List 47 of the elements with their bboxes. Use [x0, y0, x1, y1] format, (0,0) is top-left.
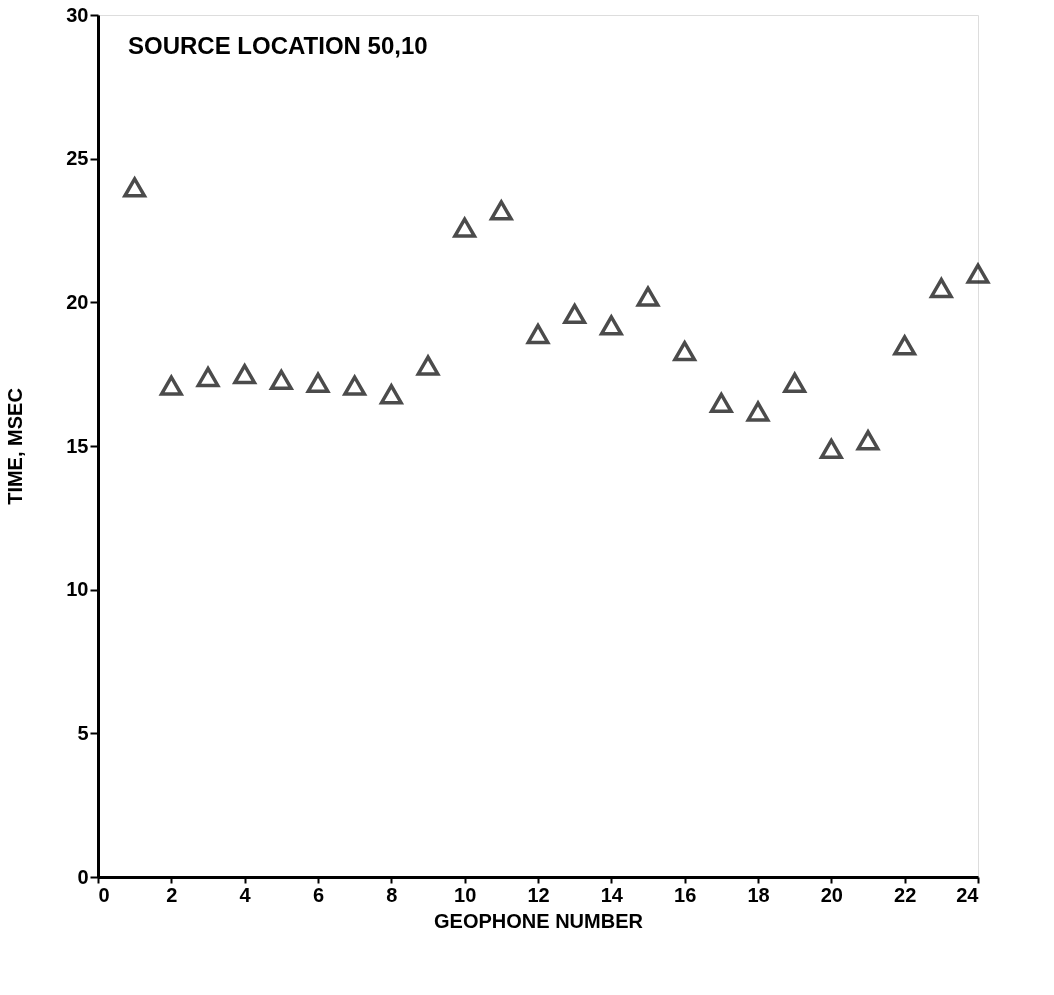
- x-tick-label: 10: [454, 883, 477, 906]
- x-tick-label: 22: [894, 883, 917, 906]
- x-tick-label: 6: [312, 883, 325, 906]
- x-tick-label: 20: [820, 883, 843, 906]
- x-tick-label: 24: [956, 883, 980, 906]
- point: [526, 323, 550, 345]
- point: [563, 303, 587, 325]
- point: [489, 200, 513, 221]
- point: [599, 315, 623, 336]
- x-axis-title: GEOPHONE NUMBER: [434, 909, 644, 932]
- point: [379, 384, 403, 405]
- x-tick-label: 4: [239, 883, 252, 906]
- x-tick-label: 12: [527, 883, 550, 906]
- y-tick-label: 5: [77, 721, 89, 744]
- y-tick-label: 10: [66, 578, 89, 601]
- point: [966, 263, 990, 284]
- point: [233, 363, 257, 385]
- point: [746, 401, 770, 422]
- y-tick-label: 15: [66, 434, 89, 457]
- y-tick-label: 30: [66, 3, 89, 26]
- point: [709, 392, 733, 414]
- x-tick-label: 16: [674, 883, 697, 906]
- point: [819, 438, 843, 460]
- point: [159, 375, 183, 396]
- point: [196, 366, 220, 388]
- point: [343, 375, 367, 396]
- annotation: SOURCE LOCATION 50,10: [128, 32, 428, 59]
- point: [856, 430, 880, 451]
- x-tick-label: 8: [386, 883, 398, 906]
- x-tick-label: 2: [166, 883, 178, 906]
- point: [636, 286, 660, 307]
- x-tick-label: 14: [600, 883, 624, 906]
- point: [416, 355, 440, 376]
- point: [783, 372, 807, 393]
- point: [893, 335, 917, 356]
- y-tick-label: 0: [77, 865, 89, 888]
- point: [453, 217, 477, 238]
- point: [673, 340, 697, 362]
- point: [123, 177, 147, 198]
- x-tick-label: 0: [98, 883, 110, 906]
- point: [929, 277, 953, 299]
- point: [306, 372, 330, 393]
- y-tick-label: 20: [66, 290, 89, 313]
- y-axis-title: TIME, MSEC: [4, 388, 27, 505]
- x-tick-label: 18: [747, 883, 770, 906]
- y-tick-label: 25: [66, 147, 89, 170]
- point: [269, 369, 293, 391]
